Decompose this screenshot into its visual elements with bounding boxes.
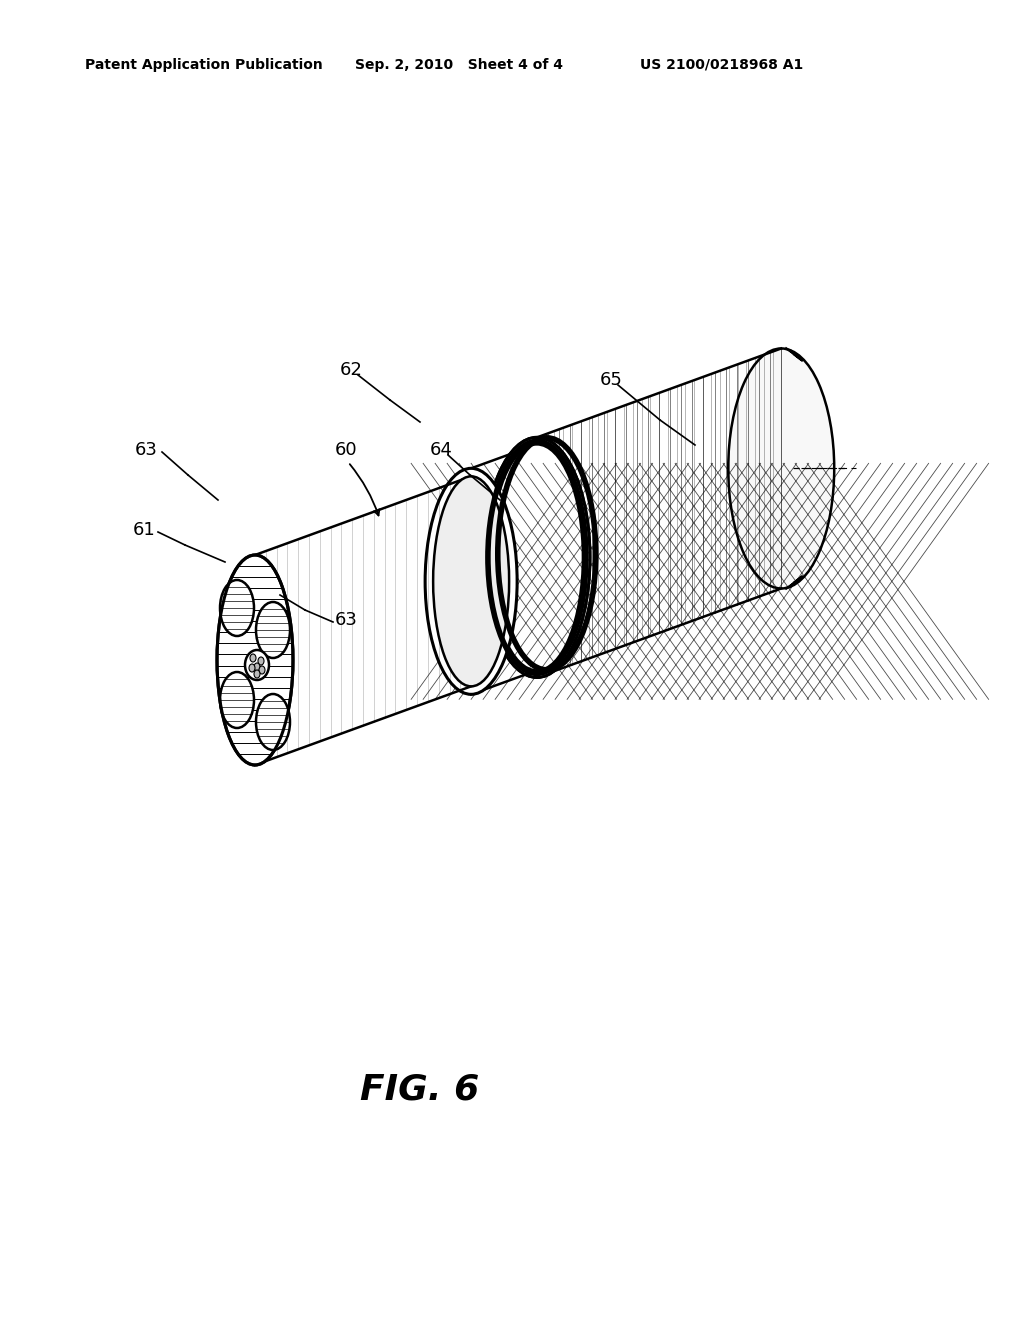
Text: 63: 63 (135, 441, 158, 459)
Ellipse shape (254, 671, 260, 678)
Ellipse shape (258, 657, 264, 665)
Ellipse shape (728, 348, 835, 589)
Ellipse shape (217, 554, 293, 766)
Ellipse shape (250, 653, 256, 663)
Text: 61: 61 (132, 521, 155, 539)
Ellipse shape (259, 667, 265, 675)
Ellipse shape (484, 437, 590, 677)
Text: Sep. 2, 2010   Sheet 4 of 4: Sep. 2, 2010 Sheet 4 of 4 (355, 58, 563, 73)
Text: 62: 62 (340, 360, 362, 379)
Ellipse shape (245, 649, 269, 680)
Ellipse shape (433, 477, 509, 686)
Ellipse shape (490, 445, 583, 671)
Text: Patent Application Publication: Patent Application Publication (85, 58, 323, 73)
Ellipse shape (220, 672, 254, 729)
Ellipse shape (425, 469, 517, 694)
Text: 65: 65 (600, 371, 623, 389)
Ellipse shape (220, 579, 254, 636)
Ellipse shape (256, 602, 290, 657)
Ellipse shape (249, 664, 255, 672)
Text: 60: 60 (335, 441, 357, 459)
Text: FIG. 6: FIG. 6 (360, 1073, 479, 1107)
Ellipse shape (484, 437, 590, 677)
Ellipse shape (254, 663, 260, 671)
Text: 64: 64 (430, 441, 453, 459)
Text: 63: 63 (335, 611, 357, 630)
Ellipse shape (256, 694, 290, 750)
Text: US 2100/0218968 A1: US 2100/0218968 A1 (640, 58, 803, 73)
